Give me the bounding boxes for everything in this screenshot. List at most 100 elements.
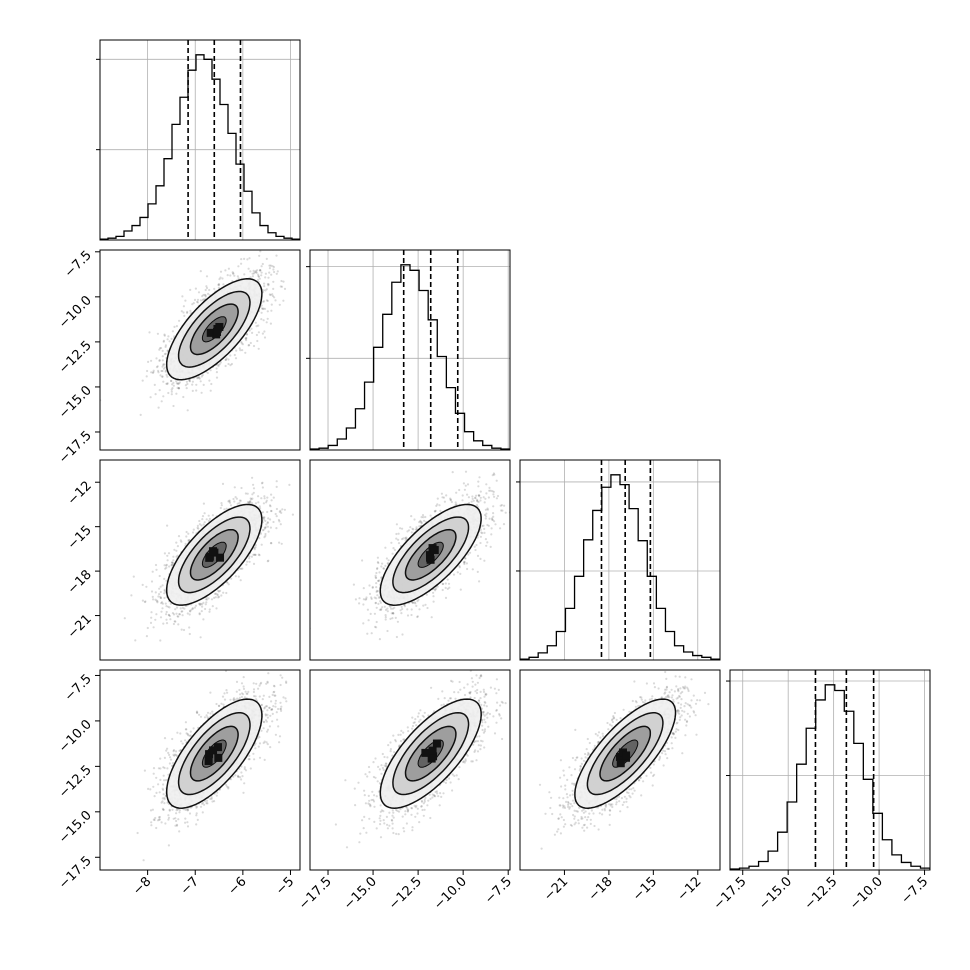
- sample-point: [188, 379, 191, 382]
- sample-point: [221, 277, 224, 280]
- sample-point: [165, 382, 168, 385]
- sample-point: [191, 380, 194, 383]
- sample-point: [248, 501, 252, 504]
- sample-point: [188, 539, 191, 542]
- sample-point: [267, 530, 270, 533]
- sample-point: [282, 280, 285, 283]
- sample-point: [141, 599, 144, 602]
- sample-point: [235, 497, 238, 500]
- sample-point: [161, 369, 164, 373]
- sample-point: [265, 288, 268, 291]
- sample-point: [170, 390, 173, 393]
- sample-point: [262, 307, 265, 310]
- sample-point: [229, 274, 232, 277]
- sample-point: [167, 613, 170, 617]
- sample-point: [251, 493, 254, 496]
- panel-0-0: [96, 39, 301, 241]
- sample-point: [240, 486, 243, 490]
- sample-point: [266, 521, 269, 524]
- sample-point: [161, 365, 164, 368]
- sample-point: [261, 307, 264, 311]
- sample-point: [238, 347, 241, 350]
- sample-point: [226, 274, 229, 277]
- sample-point: [198, 613, 201, 616]
- sample-point: [255, 333, 258, 337]
- sample-point: [145, 375, 148, 378]
- sample-point: [260, 497, 263, 500]
- sample-point: [282, 299, 285, 302]
- sample-point: [266, 525, 269, 528]
- sample-point: [172, 381, 175, 384]
- sample-point: [257, 347, 260, 350]
- sample-point: [270, 309, 273, 312]
- sample-point: [257, 553, 260, 556]
- sample-point: [269, 505, 272, 508]
- sample-point: [197, 375, 200, 378]
- sample-point: [172, 622, 175, 626]
- sample-point: [248, 560, 251, 563]
- sample-point: [267, 276, 270, 279]
- sample-point: [165, 564, 168, 567]
- sample-point: [216, 593, 219, 596]
- sample-point: [177, 387, 181, 390]
- sample-point: [264, 519, 267, 523]
- sample-point: [208, 608, 211, 611]
- sample-point: [163, 589, 166, 592]
- sample-point: [165, 373, 168, 376]
- sample-point: [164, 567, 167, 570]
- sample-point: [164, 344, 167, 347]
- sample-point: [260, 274, 263, 277]
- sample-point: [263, 495, 266, 498]
- sample-point: [199, 270, 202, 273]
- sample-point: [181, 606, 184, 610]
- sample-point: [283, 287, 287, 290]
- sample-point: [205, 286, 209, 290]
- sample-point: [233, 486, 236, 489]
- sample-point: [158, 347, 162, 350]
- sample-point: [149, 396, 152, 399]
- sample-point: [189, 309, 192, 312]
- sample-point: [233, 500, 236, 503]
- sample-point: [209, 369, 212, 372]
- sample-point: [175, 325, 178, 328]
- sample-point: [215, 367, 218, 370]
- sample-point: [162, 363, 165, 366]
- sample-point: [252, 483, 255, 486]
- sample-point: [171, 563, 174, 566]
- sample-point: [262, 516, 265, 519]
- sample-point: [164, 602, 167, 605]
- sample-point: [266, 560, 269, 563]
- sample-point: [209, 389, 212, 392]
- sample-point: [220, 504, 223, 507]
- sample-point: [155, 366, 159, 369]
- sample-point: [170, 561, 174, 564]
- sample-point: [186, 311, 189, 314]
- sample-point: [173, 325, 176, 328]
- sample-point: [154, 563, 158, 567]
- sample-point: [163, 363, 166, 366]
- sample-point: [178, 613, 181, 616]
- sample-point: [280, 542, 283, 545]
- sample-point: [166, 349, 169, 352]
- sample-point: [170, 388, 173, 391]
- sample-point: [158, 359, 161, 362]
- sample-point: [273, 296, 276, 299]
- sample-point: [257, 324, 260, 327]
- sample-point: [239, 349, 242, 352]
- sample-point: [258, 537, 261, 540]
- sample-point: [159, 374, 162, 377]
- sample-point: [175, 606, 179, 609]
- sample-point: [144, 600, 147, 603]
- sample-point: [263, 497, 266, 500]
- sample-point: [234, 496, 237, 499]
- sample-point: [184, 299, 187, 302]
- sample-point: [166, 559, 169, 562]
- sample-point: [162, 367, 165, 370]
- sample-point: [244, 351, 247, 354]
- sample-point: [172, 384, 175, 387]
- sample-point: [280, 511, 283, 514]
- sample-point: [159, 585, 162, 588]
- sample-point: [186, 409, 189, 412]
- sample-point: [208, 379, 211, 382]
- sample-point: [224, 358, 227, 361]
